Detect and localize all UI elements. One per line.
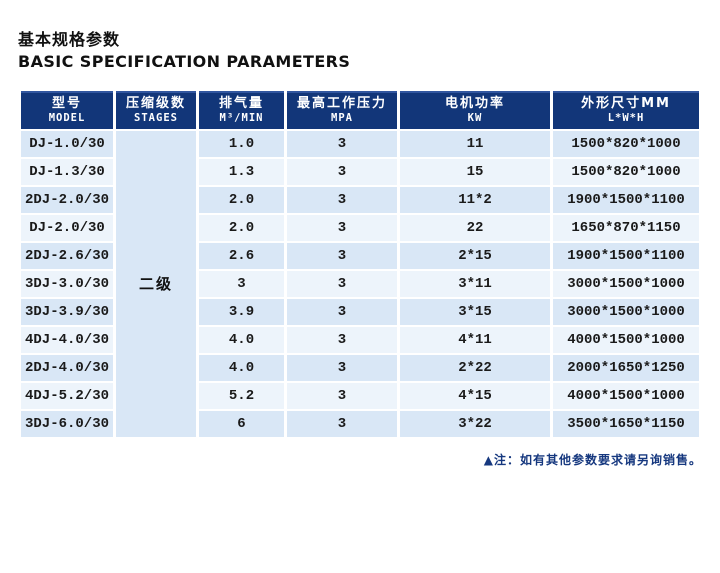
header-dimensions-en: L*W*H: [607, 112, 645, 125]
cell-power: 22: [400, 214, 550, 241]
cell-power: 4*11: [400, 326, 550, 353]
header-model-zh: 型号: [51, 96, 82, 112]
page-title-english: BASIC SPECIFICATION PARAMETERS: [18, 51, 351, 71]
table-row: 4DJ-5.2/30 5.2 3 4*15 4000*1500*1000: [21, 382, 699, 409]
cell-dimensions: 1500*820*1000: [553, 158, 699, 185]
cell-dimensions: 4000*1500*1000: [553, 382, 699, 409]
cell-displacement: 5.2: [199, 382, 284, 409]
cell-model: 2DJ-2.6/30: [21, 242, 113, 269]
cell-model: DJ-1.3/30: [21, 158, 113, 185]
cell-displacement: 4.0: [199, 326, 284, 353]
stages-merged-cell: 二级: [116, 130, 196, 437]
cell-displacement: 2.0: [199, 214, 284, 241]
cell-displacement: 6: [199, 410, 284, 437]
table-row: 3DJ-6.0/30 6 3 3*22 3500*1650*1150: [21, 410, 699, 437]
cell-displacement: 1.0: [199, 130, 284, 157]
header-displacement-en: M³/MIN: [219, 112, 264, 125]
cell-model: DJ-1.0/30: [21, 130, 113, 157]
header-displacement-zh: 排气量: [218, 96, 264, 112]
table-row: DJ-2.0/30 2.0 3 22 1650*870*1150: [21, 214, 699, 241]
header-dimensions: 外形尺寸MM L*W*H: [553, 90, 699, 129]
cell-displacement: 4.0: [199, 354, 284, 381]
header-stages-en: STAGES: [134, 112, 178, 125]
table-row: 2DJ-4.0/30 4.0 3 2*22 2000*1650*1250: [21, 354, 699, 381]
header-model-en: MODEL: [48, 112, 86, 125]
cell-model: 3DJ-3.9/30: [21, 298, 113, 325]
cell-power: 3*15: [400, 298, 550, 325]
cell-pressure: 3: [287, 214, 397, 241]
cell-displacement: 2.6: [199, 242, 284, 269]
cell-model: 4DJ-5.2/30: [21, 382, 113, 409]
table-row: DJ-1.3/30 1.3 3 15 1500*820*1000: [21, 158, 699, 185]
cell-power: 15: [400, 158, 550, 185]
cell-pressure: 3: [287, 242, 397, 269]
cell-dimensions: 3000*1500*1000: [553, 270, 699, 297]
header-dimensions-zh: 外形尺寸MM: [581, 96, 671, 112]
cell-model: DJ-2.0/30: [21, 214, 113, 241]
table-row: 4DJ-4.0/30 4.0 3 4*11 4000*1500*1000: [21, 326, 699, 353]
cell-dimensions: 1900*1500*1100: [553, 186, 699, 213]
table-row: 3DJ-3.0/30 3 3 3*11 3000*1500*1000: [21, 270, 699, 297]
cell-pressure: 3: [287, 130, 397, 157]
cell-power: 2*22: [400, 354, 550, 381]
cell-dimensions: 1650*870*1150: [553, 214, 699, 241]
cell-model: 3DJ-6.0/30: [21, 410, 113, 437]
cell-model: 2DJ-2.0/30: [21, 186, 113, 213]
cell-pressure: 3: [287, 158, 397, 185]
cell-displacement: 3: [199, 270, 284, 297]
cell-displacement: 3.9: [199, 298, 284, 325]
cell-power: 11*2: [400, 186, 550, 213]
page-title-chinese: 基本规格参数: [18, 30, 121, 49]
header-power: 电机功率 KW: [400, 90, 550, 129]
header-pressure: 最高工作压力 MPA: [287, 90, 397, 129]
header-power-zh: 电机功率: [444, 96, 505, 112]
cell-dimensions: 4000*1500*1000: [553, 326, 699, 353]
table-row: 2DJ-2.0/30 2.0 3 11*2 1900*1500*1100: [21, 186, 699, 213]
cell-model: 3DJ-3.0/30: [21, 270, 113, 297]
table-row: 3DJ-3.9/30 3.9 3 3*15 3000*1500*1000: [21, 298, 699, 325]
cell-model: 2DJ-4.0/30: [21, 354, 113, 381]
cell-power: 4*15: [400, 382, 550, 409]
cell-power: 3*11: [400, 270, 550, 297]
header-model: 型号 MODEL: [21, 90, 113, 129]
header-power-en: KW: [467, 112, 483, 125]
cell-pressure: 3: [287, 382, 397, 409]
table-row: 2DJ-2.6/30 2.6 3 2*15 1900*1500*1100: [21, 242, 699, 269]
table-header: 型号 MODEL 压缩级数 STAGES 排气量 M³/MIN 最高工作压力 M…: [21, 90, 699, 129]
cell-power: 11: [400, 130, 550, 157]
cell-pressure: 3: [287, 270, 397, 297]
cell-dimensions: 2000*1650*1250: [553, 354, 699, 381]
cell-pressure: 3: [287, 354, 397, 381]
cell-displacement: 2.0: [199, 186, 284, 213]
cell-power: 3*22: [400, 410, 550, 437]
table-row: DJ-1.0/30 二级 1.0 3 11 1500*820*1000: [21, 130, 699, 437]
cell-pressure: 3: [287, 186, 397, 213]
table-body: DJ-1.0/30 二级 1.0 3 11 1500*820*1000 DJ-1.…: [21, 130, 699, 437]
cell-power: 2*15: [400, 242, 550, 269]
specification-table: 型号 MODEL 压缩级数 STAGES 排气量 M³/MIN 最高工作压力 M…: [18, 89, 702, 439]
cell-model: 4DJ-4.0/30: [21, 326, 113, 353]
cell-dimensions: 1500*820*1000: [553, 130, 699, 157]
cell-displacement: 1.3: [199, 158, 284, 185]
cell-dimensions: 1900*1500*1100: [553, 242, 699, 269]
header-stages-zh: 压缩级数: [125, 96, 186, 112]
cell-pressure: 3: [287, 298, 397, 325]
header-pressure-en: MPA: [331, 112, 353, 125]
header-stages: 压缩级数 STAGES: [116, 90, 196, 129]
cell-dimensions: 3000*1500*1000: [553, 298, 699, 325]
header-displacement: 排气量 M³/MIN: [199, 90, 284, 129]
cell-pressure: 3: [287, 410, 397, 437]
cell-dimensions: 3500*1650*1150: [553, 410, 699, 437]
header-pressure-zh: 最高工作压力: [296, 96, 387, 112]
footer-note: ▲注：如有其他参数要求请另询销售。: [483, 452, 702, 467]
cell-pressure: 3: [287, 326, 397, 353]
